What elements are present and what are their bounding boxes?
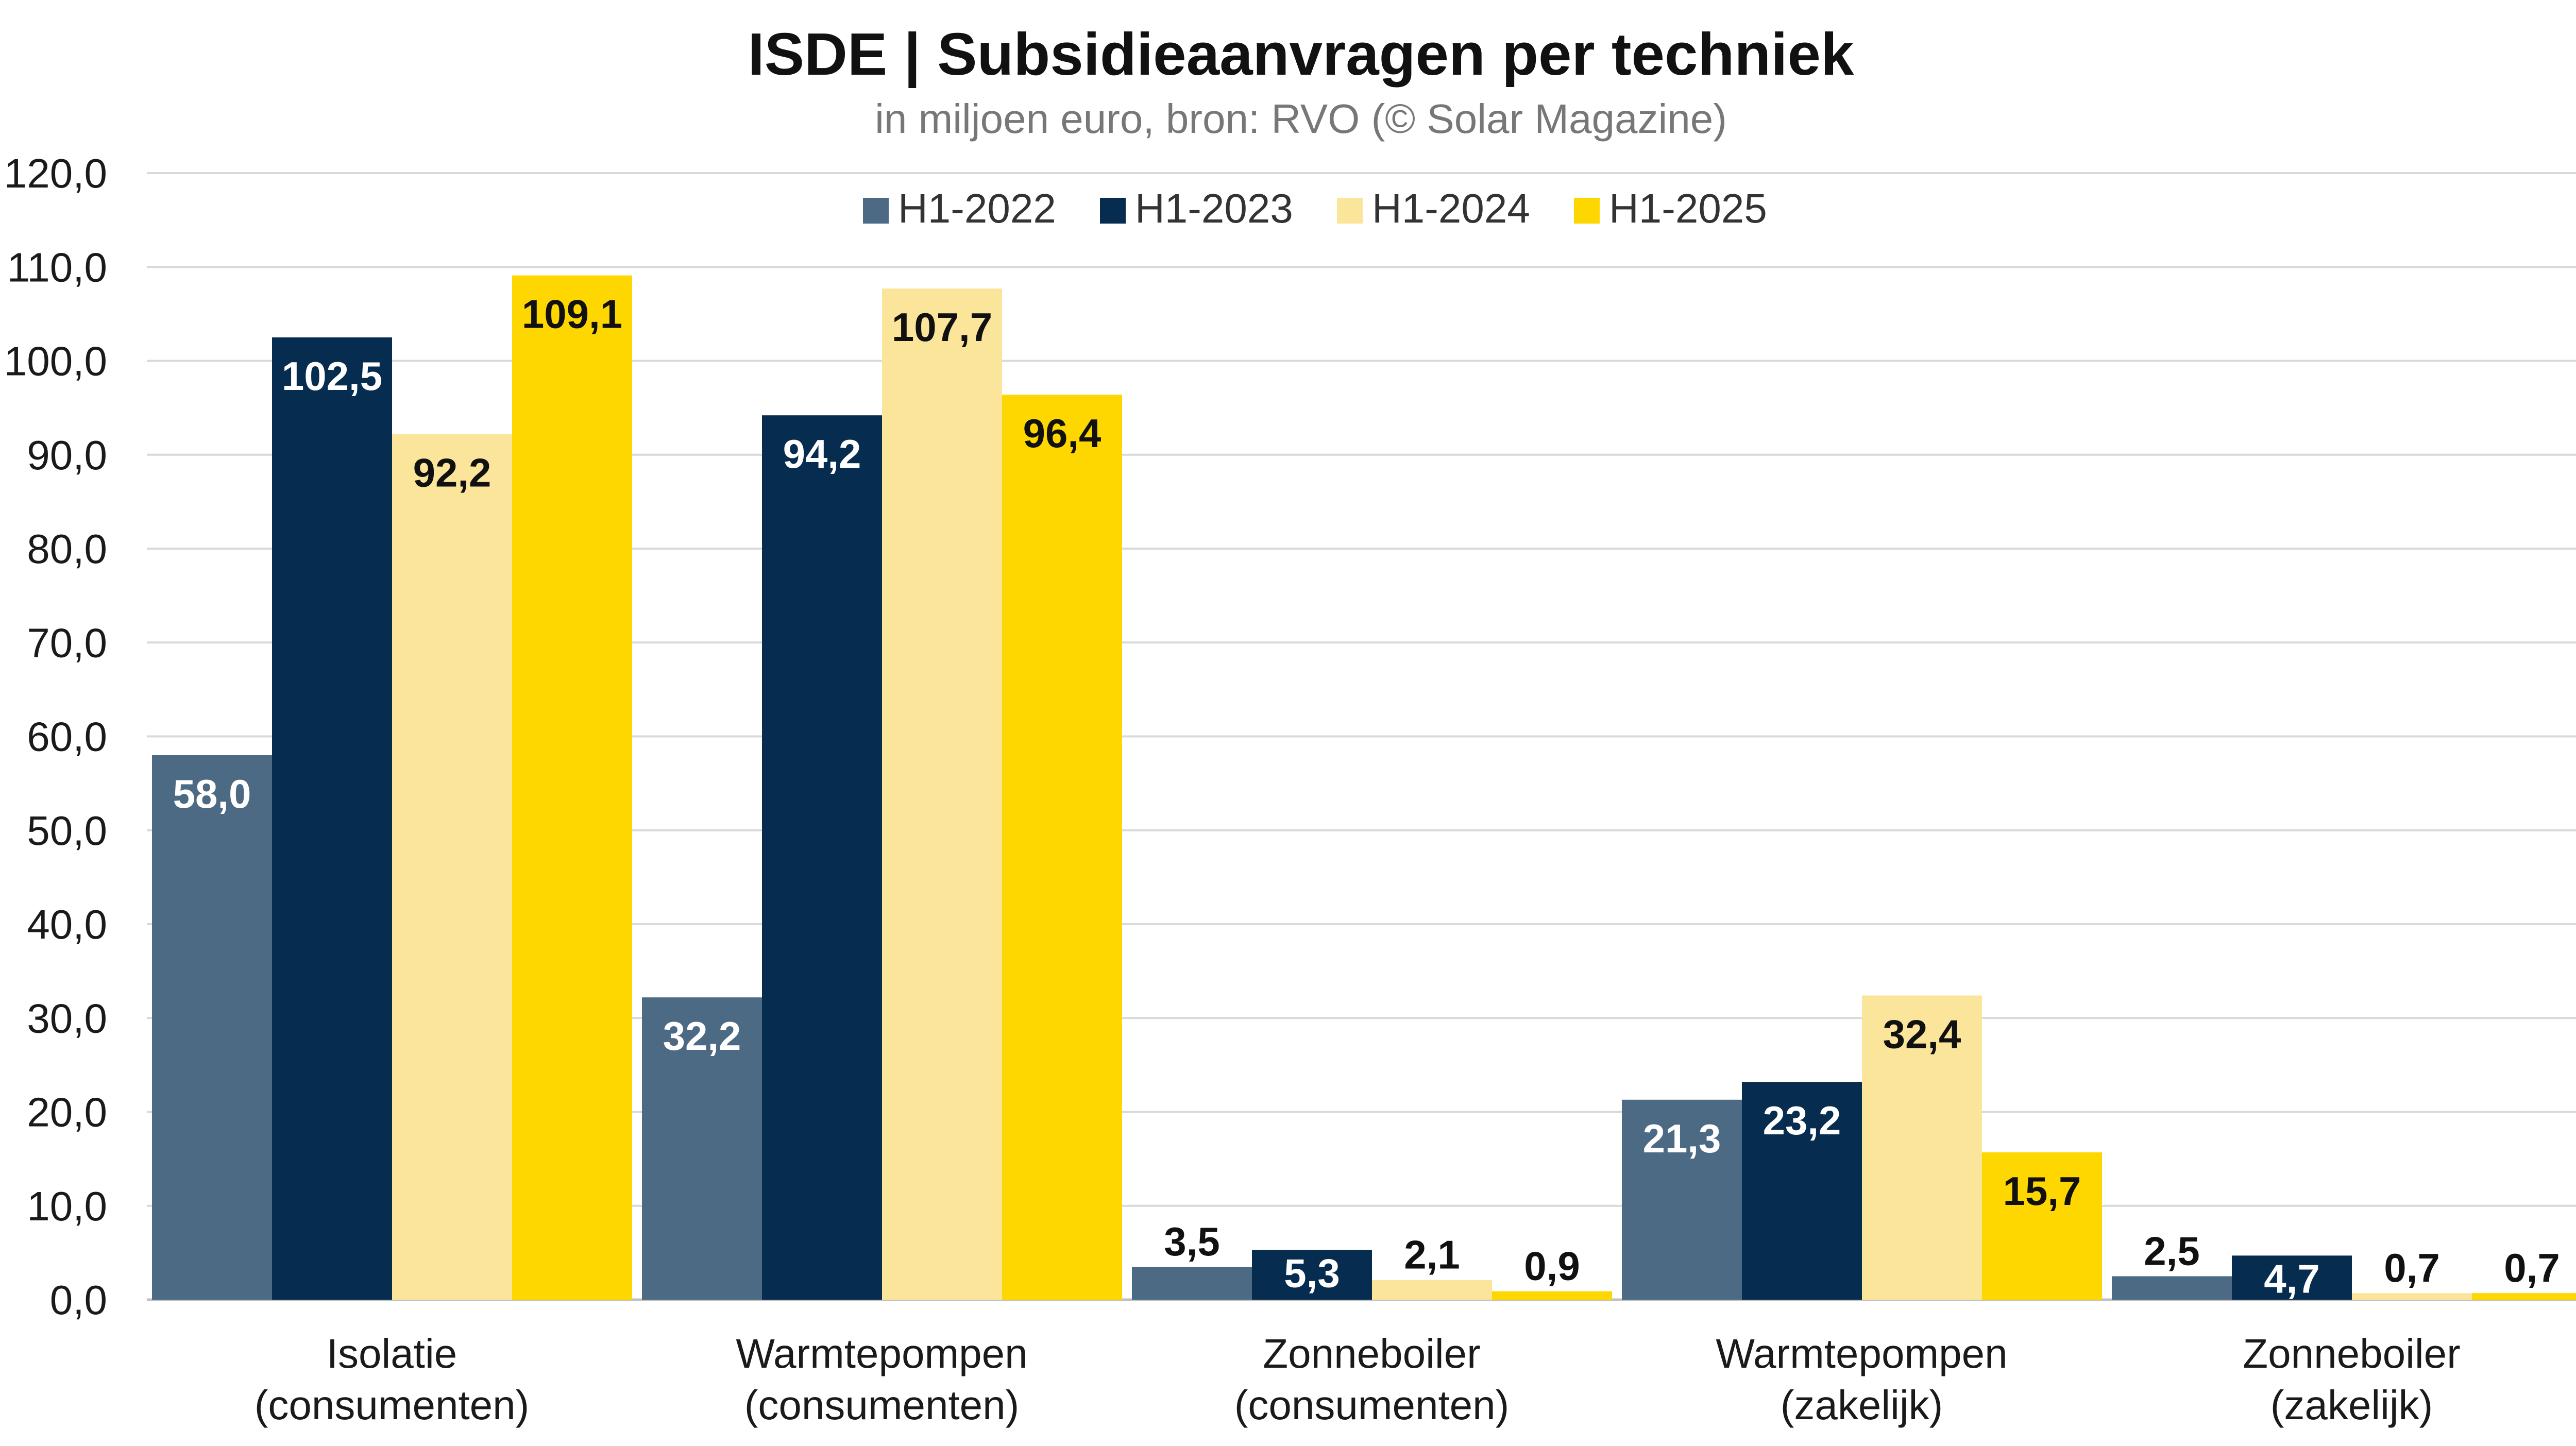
category-label: Isolatie — [327, 1331, 457, 1376]
data-label: 23,2 — [1763, 1098, 1841, 1143]
legend-swatch — [1574, 198, 1600, 224]
y-tick-label: 10,0 — [27, 1183, 107, 1229]
data-labels: 58,0 102,5 92,2 109,1 32,2 94,2 107,7 96,4 3,5 5,… — [173, 292, 2560, 1302]
data-label: 32,4 — [1883, 1012, 1961, 1057]
data-label: 15,7 — [2003, 1168, 2081, 1214]
data-label: 0,7 — [2504, 1245, 2560, 1290]
y-tick-label: 120,0 — [4, 150, 107, 196]
category-label: (consumenten) — [744, 1382, 1020, 1428]
legend: H1-2022 H1-2023 H1-2024 H1-2025 — [863, 185, 1767, 231]
category-label: Warmtepompen — [736, 1331, 1027, 1376]
bar-H1-2025 — [1492, 1291, 1612, 1300]
y-tick-label: 30,0 — [27, 995, 107, 1041]
y-tick-label: 100,0 — [4, 338, 107, 384]
bar-H1-2024 — [392, 434, 512, 1300]
category-label: (zakelijk) — [2270, 1382, 2433, 1428]
y-tick-label: 40,0 — [27, 901, 107, 947]
bar-H1-2022 — [642, 997, 762, 1300]
data-label: 58,0 — [173, 771, 251, 816]
category-label: Warmtepompen — [1716, 1331, 2007, 1376]
data-label: 2,5 — [2144, 1228, 2199, 1273]
y-tick-label: 50,0 — [27, 808, 107, 854]
data-label: 0,7 — [2384, 1245, 2439, 1290]
bar-H1-2025 — [512, 275, 632, 1300]
data-label: 4,7 — [2264, 1256, 2319, 1301]
legend-swatch — [1100, 198, 1126, 224]
y-tick-label: 70,0 — [27, 620, 107, 666]
bar-H1-2025 — [2472, 1293, 2576, 1300]
data-label: 3,5 — [1164, 1219, 1219, 1264]
data-label: 92,2 — [413, 450, 492, 496]
y-tick-label: 20,0 — [27, 1090, 107, 1135]
legend-label: H1-2023 — [1135, 185, 1293, 231]
category-label: (consumenten) — [1234, 1382, 1510, 1428]
bar-H1-2025 — [1982, 1152, 2102, 1300]
legend-swatch — [1337, 198, 1363, 224]
y-axis: 0,0 10,0 20,0 30,0 40,0 50,0 60,0 70,0 80,0 90,0 1… — [4, 150, 2576, 1323]
category-label: Zonneboiler — [2243, 1331, 2461, 1376]
y-tick-label: 90,0 — [27, 432, 107, 478]
bar-H1-2024 — [882, 288, 1002, 1300]
bar-H1-2024 — [1372, 1280, 1492, 1300]
data-label: 0,9 — [1524, 1244, 1580, 1289]
bar-H1-2023 — [1742, 1082, 1862, 1300]
bar-H1-2022 — [152, 755, 272, 1300]
chart-subtitle: in miljoen euro, bron: RVO (© Solar Maga… — [875, 96, 1727, 142]
bar-H1-2023 — [1252, 1250, 1372, 1300]
bar-H1-2025 — [1002, 395, 1122, 1300]
legend-label: H1-2022 — [898, 185, 1056, 231]
bar-H1-2023 — [762, 415, 882, 1300]
legend-label: H1-2025 — [1609, 185, 1767, 231]
bar-H1-2024 — [1862, 995, 1982, 1300]
data-label: 96,4 — [1023, 411, 1101, 456]
chart-title: ISDE | Subsidieaanvragen per techniek — [748, 21, 1854, 88]
data-label: 94,2 — [783, 431, 861, 477]
data-label: 107,7 — [892, 304, 992, 350]
y-tick-label: 80,0 — [27, 526, 107, 572]
data-label: 21,3 — [1643, 1116, 1721, 1161]
bar-H1-2022 — [1132, 1267, 1252, 1300]
bar-H1-2023 — [2232, 1255, 2352, 1300]
y-tick-label: 110,0 — [7, 244, 107, 290]
category-label: (zakelijk) — [1781, 1382, 1943, 1428]
bar-H1-2022 — [2112, 1276, 2232, 1300]
category-label: (consumenten) — [255, 1382, 530, 1428]
x-axis: Isolatie (consumenten) Warmtepompen (consum… — [255, 1331, 2461, 1428]
data-label: 2,1 — [1404, 1232, 1460, 1278]
bar-H1-2022 — [1622, 1099, 1742, 1300]
legend-swatch — [863, 198, 889, 224]
data-label: 32,2 — [663, 1013, 741, 1059]
bars — [152, 275, 2576, 1300]
y-tick-label: 0,0 — [50, 1277, 107, 1323]
legend-label: H1-2024 — [1372, 185, 1530, 231]
data-label: 5,3 — [1284, 1250, 1340, 1296]
y-tick-label: 60,0 — [27, 714, 107, 760]
category-label: Zonneboiler — [1263, 1331, 1481, 1376]
data-label: 102,5 — [282, 353, 382, 399]
data-label: 109,1 — [522, 292, 622, 337]
bar-H1-2023 — [272, 337, 392, 1300]
bar-H1-2024 — [2352, 1293, 2472, 1300]
